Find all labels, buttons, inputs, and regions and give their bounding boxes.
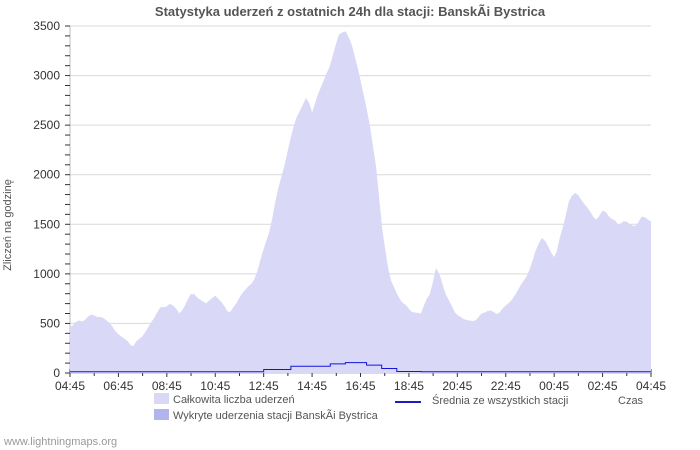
svg-text:3000: 3000 (33, 69, 60, 83)
svg-text:2500: 2500 (33, 118, 60, 132)
svg-text:06:45: 06:45 (103, 379, 133, 393)
svg-text:14:45: 14:45 (297, 379, 327, 393)
svg-text:08:45: 08:45 (152, 379, 182, 393)
svg-text:22:45: 22:45 (491, 379, 521, 393)
svg-text:00:45: 00:45 (539, 379, 569, 393)
svg-text:1000: 1000 (33, 267, 60, 281)
svg-text:16:45: 16:45 (345, 379, 375, 393)
svg-text:0: 0 (53, 366, 60, 380)
svg-text:04:45: 04:45 (55, 379, 85, 393)
svg-text:12:45: 12:45 (249, 379, 279, 393)
svg-text:2000: 2000 (33, 168, 60, 182)
svg-text:500: 500 (40, 316, 60, 330)
svg-text:10:45: 10:45 (200, 379, 230, 393)
svg-text:3500: 3500 (33, 19, 60, 33)
svg-text:18:45: 18:45 (394, 379, 424, 393)
svg-text:02:45: 02:45 (588, 379, 618, 393)
svg-text:1500: 1500 (33, 217, 60, 231)
svg-text:20:45: 20:45 (442, 379, 472, 393)
svg-text:04:45: 04:45 (636, 379, 666, 393)
